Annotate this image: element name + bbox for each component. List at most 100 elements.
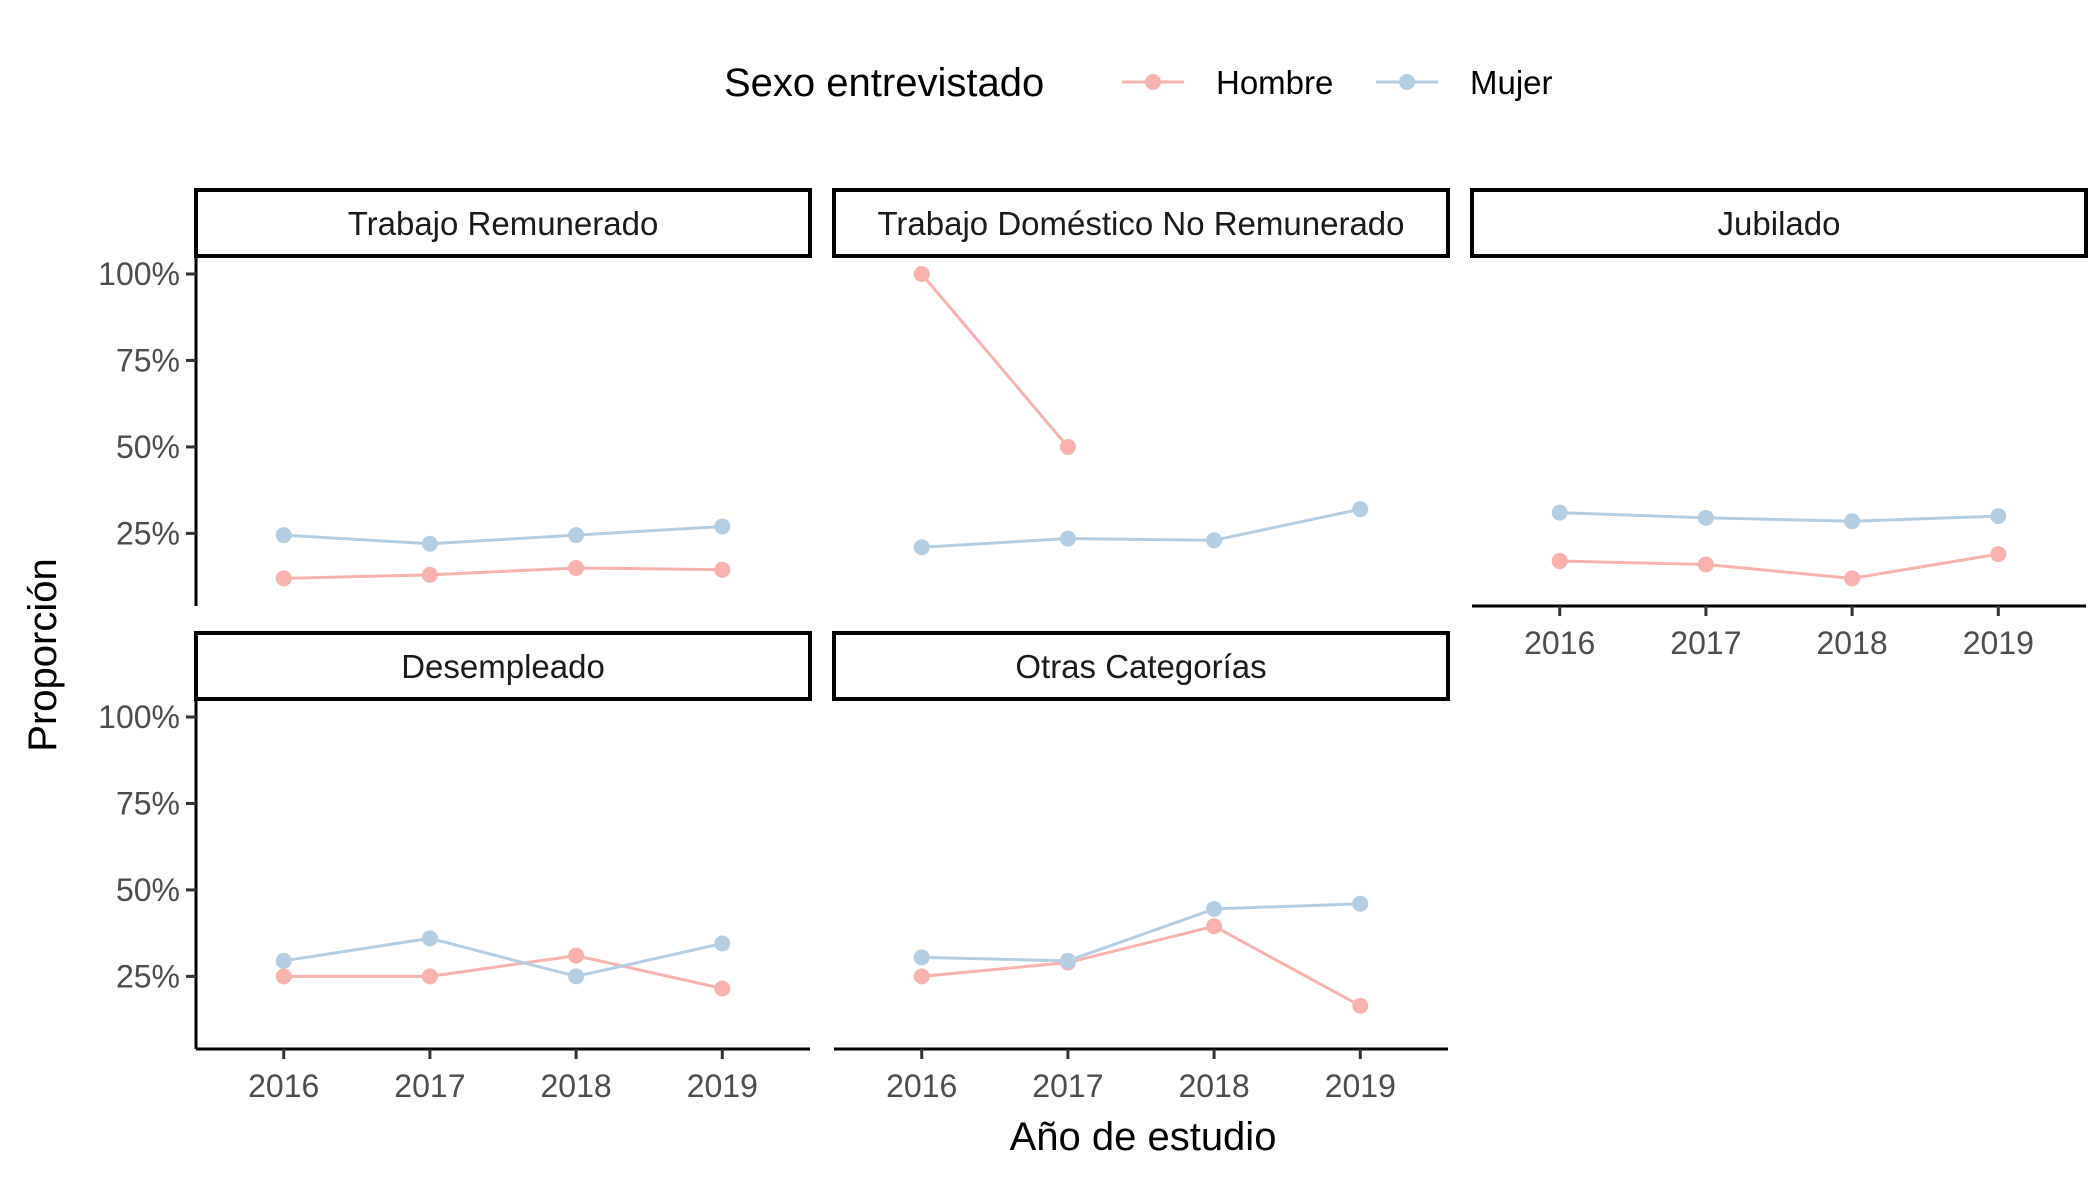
data-point <box>1990 508 2007 525</box>
facet-panels: Trabajo Remunerado 25% 50% 75% 100% Trabajo D… <box>98 188 2088 1104</box>
x-tick-label: 2017 <box>394 1068 465 1104</box>
data-point <box>275 952 292 969</box>
data-point <box>1697 509 1714 526</box>
data-point <box>913 968 930 985</box>
data-point <box>1352 997 1369 1014</box>
facet-strip-label: Trabajo Doméstico No Remunerado <box>877 205 1404 242</box>
data-point <box>1990 546 2007 563</box>
x-tick-label: 2016 <box>248 1068 319 1104</box>
x-tick-label: 2019 <box>1963 625 2034 661</box>
data-point <box>1844 570 1861 587</box>
series-mujer <box>913 501 1369 556</box>
panel-trabajo-domestico-no-remunerado: Trabajo Doméstico No Remunerado <box>832 188 1450 556</box>
series-line <box>283 936 723 978</box>
facet-strip-label: Otras Categorías <box>1015 648 1266 685</box>
series-hombre <box>275 947 731 997</box>
y-tick-label: 25% <box>116 958 180 994</box>
legend-key-mujer <box>1376 74 1438 90</box>
x-tick-label: 2016 <box>886 1068 957 1104</box>
facet-strip <box>194 188 812 258</box>
panel-axes: 25% 50% 75% 100% 2016 2017 2018 2019 <box>98 699 810 1104</box>
x-tick-label: 2018 <box>1817 625 1888 661</box>
data-point <box>421 930 438 947</box>
facet-strip-label: Desempleado <box>401 648 605 685</box>
series-mujer <box>1551 504 2007 530</box>
data-point <box>913 266 930 282</box>
series-mujer <box>275 930 731 985</box>
data-point <box>1206 900 1223 917</box>
panel-axes: 25% 50% 75% 100% <box>98 256 198 606</box>
series-line <box>1559 552 1999 580</box>
data-point <box>714 561 731 578</box>
series-line <box>283 954 723 990</box>
panel-trabajo-remunerado: Trabajo Remunerado 25% 50% 75% 100% <box>98 188 812 606</box>
x-tick-label: 2018 <box>541 1068 612 1104</box>
data-point <box>1697 556 1714 573</box>
series-line <box>921 507 1361 549</box>
data-point <box>714 980 731 997</box>
facet-strip <box>832 188 1450 258</box>
legend-key-point <box>1145 74 1161 90</box>
data-point <box>913 949 930 966</box>
data-point <box>1059 952 1076 969</box>
series-line <box>283 566 723 580</box>
x-tick-label: 2019 <box>1325 1068 1396 1104</box>
legend-label-hombre: Hombre <box>1216 64 1333 101</box>
data-point <box>1206 918 1223 935</box>
data-point <box>1206 532 1223 549</box>
legend-key-hombre <box>1122 74 1184 90</box>
series-line <box>283 524 723 546</box>
data-point <box>714 935 731 952</box>
facet-strip <box>832 631 1450 701</box>
series-mujer <box>913 895 1369 969</box>
data-point <box>568 947 585 964</box>
data-point <box>1551 504 1568 521</box>
data-point <box>1352 895 1369 912</box>
x-tick-label: 2016 <box>1524 625 1595 661</box>
data-point <box>421 535 438 552</box>
data-point <box>1059 438 1076 455</box>
y-tick-label: 100% <box>98 256 180 292</box>
data-point <box>275 527 292 544</box>
data-point <box>913 539 930 556</box>
panel-desempleado: Desempleado 25% 50% 75% 100% 2016 2017 2018 2019 <box>98 631 812 1104</box>
data-point <box>1059 530 1076 547</box>
legend-label-mujer: Mujer <box>1470 64 1553 101</box>
panel-axes: 2016 2017 2018 2019 <box>1472 604 2086 661</box>
data-point <box>421 968 438 985</box>
x-tick-label: 2019 <box>687 1068 758 1104</box>
data-point <box>568 559 585 576</box>
data-point <box>275 570 292 587</box>
facet-strip-label: Trabajo Remunerado <box>348 205 659 242</box>
y-tick-label: 100% <box>98 699 180 735</box>
data-point <box>568 527 585 544</box>
data-point <box>568 968 585 985</box>
legend: Sexo entrevistado Hombre Mujer <box>724 61 1553 105</box>
x-axis-title: Año de estudio <box>1010 1115 1277 1159</box>
facet-strip <box>194 631 812 701</box>
legend-title: Sexo entrevistado <box>724 61 1044 105</box>
data-point <box>1551 553 1568 570</box>
legend-key-point <box>1399 74 1415 90</box>
series-line <box>921 902 1361 963</box>
series-line <box>921 924 1362 1008</box>
series-hombre <box>1551 546 2007 587</box>
y-tick-label: 50% <box>116 429 180 465</box>
y-axis-title: Proporción <box>21 558 65 751</box>
panel-axes: 2016 2017 2018 2019 <box>834 1047 1448 1104</box>
series-line <box>920 273 1070 448</box>
x-tick-label: 2017 <box>1032 1068 1103 1104</box>
series-mujer <box>275 518 731 552</box>
data-point <box>421 566 438 583</box>
panel-otras-categorias: Otras Categorías 2016 2017 2018 2019 <box>832 631 1450 1104</box>
y-tick-label: 75% <box>116 342 180 378</box>
panel-jubilado: Jubilado 2016 2017 2018 2019 <box>1470 188 2088 661</box>
data-point <box>714 518 731 535</box>
y-tick-label: 25% <box>116 515 180 551</box>
x-tick-label: 2018 <box>1179 1068 1250 1104</box>
x-tick-label: 2017 <box>1670 625 1741 661</box>
series-hombre <box>275 559 731 587</box>
data-point <box>1844 513 1861 530</box>
